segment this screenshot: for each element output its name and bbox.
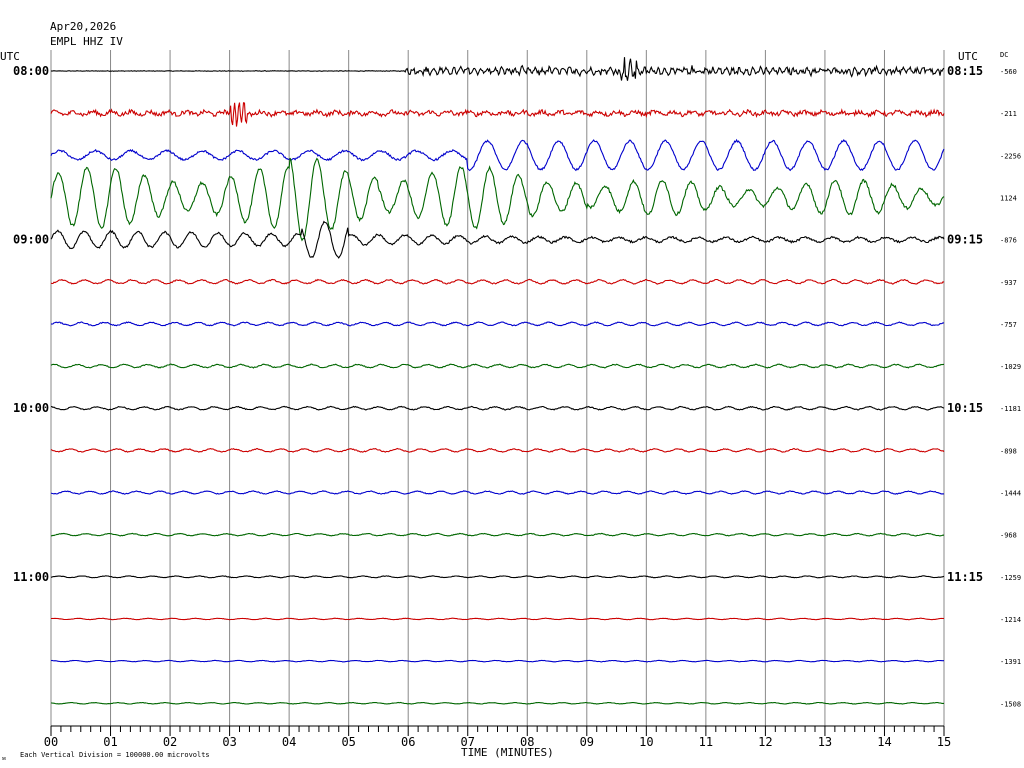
x-tick-label: 13 <box>818 735 832 749</box>
right-time-label: 10:15 <box>947 401 983 415</box>
x-tick-label: 14 <box>877 735 891 749</box>
dc-value-label: -1508 <box>1000 700 1021 708</box>
x-tick-label: 05 <box>341 735 355 749</box>
scale-note: Each Vertical Division = 100000.00 micro… <box>20 751 210 759</box>
dc-value-label: -1181 <box>1000 405 1021 413</box>
dc-value-label: -1029 <box>1000 363 1021 371</box>
left-timezone-label: UTC <box>0 50 20 63</box>
left-time-label: 10:00 <box>13 401 49 415</box>
dc-value-label: -968 <box>1000 532 1017 540</box>
dc-value-label: -937 <box>1000 279 1017 287</box>
seismic-trace-line <box>50 490 945 495</box>
grid-lines <box>50 50 945 736</box>
dc-header-label: DC <box>1000 51 1008 59</box>
seismic-trace-line <box>50 220 945 259</box>
seismic-trace-line <box>50 447 945 453</box>
seismic-trace-line <box>50 157 945 242</box>
station-label: EMPL HHZ IV <box>50 35 123 48</box>
seismic-trace-line <box>50 405 945 411</box>
x-tick-label: 12 <box>758 735 772 749</box>
x-tick-label: 07 <box>461 735 475 749</box>
right-timezone-label: UTC <box>958 50 978 63</box>
right-time-label: 08:15 <box>947 64 983 78</box>
x-tick-label: 08 <box>520 735 534 749</box>
x-tick-label: 10 <box>639 735 653 749</box>
x-tick-label: 15 <box>937 735 951 749</box>
dc-value-label: -2256 <box>1000 152 1021 160</box>
seismic-trace-line <box>50 138 945 172</box>
dc-value-label: -757 <box>1000 321 1017 329</box>
x-axis-label: TIME (MINUTES) <box>461 746 554 759</box>
dc-value-label: -1214 <box>1000 616 1021 624</box>
right-time-label: 11:15 <box>947 570 983 584</box>
seismic-trace-line <box>50 321 945 327</box>
seismic-trace-line <box>50 659 944 663</box>
date-label: Apr20,2026 <box>50 20 116 33</box>
left-time-label: 09:00 <box>13 233 49 247</box>
dc-value-label: 1124 <box>1000 194 1017 202</box>
seismic-traces <box>50 57 945 705</box>
x-tick-label: 03 <box>222 735 236 749</box>
dc-value-label: -1259 <box>1000 574 1021 582</box>
dc-value-label: -1391 <box>1000 658 1021 666</box>
x-tick-label: 04 <box>282 735 296 749</box>
x-tick-label: 09 <box>580 735 594 749</box>
dc-value-label: -560 <box>1000 68 1017 76</box>
x-tick-label: 11 <box>699 735 713 749</box>
dc-value-label: -876 <box>1000 237 1017 245</box>
seismic-trace-line <box>50 363 944 369</box>
seismic-trace-line <box>50 701 944 705</box>
seismic-trace-line <box>51 532 945 537</box>
corner-mark: ᴍ <box>2 755 6 762</box>
x-tick-label: 00 <box>44 735 58 749</box>
seismic-trace-line <box>50 278 945 285</box>
right-time-label: 09:15 <box>947 233 983 247</box>
x-tick-label: 06 <box>401 735 415 749</box>
labels: 00 01 02 03 04 05 06 07 08 09 10 11 12 13 14 15 08:00 09:… <box>13 64 1021 749</box>
dc-value-label: -211 <box>1000 110 1017 118</box>
seismic-trace-line <box>51 617 945 621</box>
dc-value-label: -898 <box>1000 447 1017 455</box>
left-time-label: 11:00 <box>13 570 49 584</box>
dc-value-label: -1444 <box>1000 490 1021 498</box>
x-tick-label: 02 <box>163 735 177 749</box>
seismic-trace-line <box>50 102 945 127</box>
left-time-label: 08:00 <box>13 64 49 78</box>
seismic-trace-line <box>50 57 945 81</box>
seismic-trace-line <box>50 575 945 579</box>
x-tick-label: 01 <box>103 735 117 749</box>
